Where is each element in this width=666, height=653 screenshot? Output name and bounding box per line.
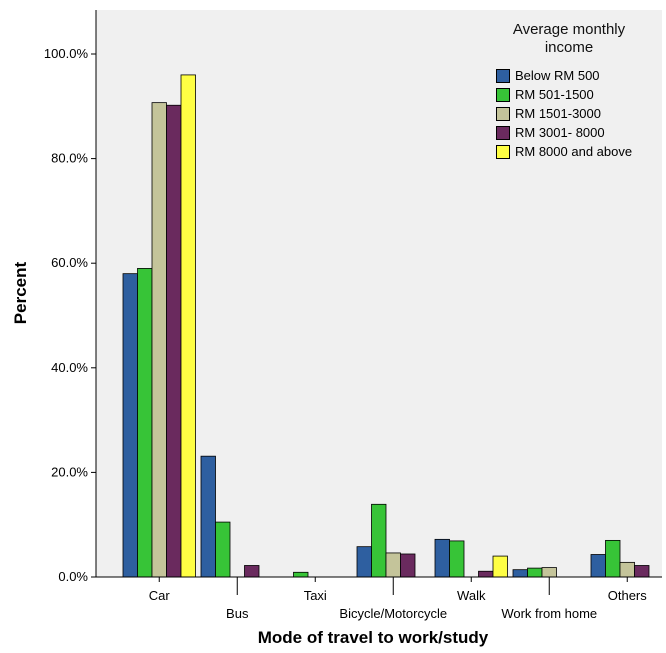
y-tick-label: 60.0% xyxy=(51,255,88,270)
y-tick-label: 20.0% xyxy=(51,464,88,479)
bar-walk-4 xyxy=(478,570,494,578)
bar-work-from-home-1 xyxy=(512,569,528,578)
bar-bus-1 xyxy=(200,455,216,578)
y-tick-label: 100.0% xyxy=(44,46,89,61)
legend-item: RM 1501-3000 xyxy=(496,104,632,123)
axes-group: 0.0% 20.0% 40.0% 60.0% 80.0% 100.0% Car Bus Taxi… xyxy=(44,10,662,621)
x-tick-label: Bicycle/Motorcycle xyxy=(339,606,447,621)
bar-bicycle-motorcycle-1 xyxy=(356,546,372,578)
bar-walk-5 xyxy=(492,555,508,578)
legend-swatch xyxy=(496,106,510,121)
bar-others-1 xyxy=(590,554,606,578)
bars-group xyxy=(122,74,650,578)
legend-swatch xyxy=(496,68,510,83)
legend-label: RM 501-1500 xyxy=(515,87,594,102)
legend: Below RM 500 RM 501-1500 RM 1501-3000 RM 30… xyxy=(496,66,632,161)
y-tick-label: 0.0% xyxy=(58,569,88,584)
bar-bus-4 xyxy=(244,565,260,578)
y-tick-label: 80.0% xyxy=(51,151,88,166)
bar-car-3 xyxy=(151,102,167,578)
y-axis-label: Percent xyxy=(11,261,30,324)
bar-others-4 xyxy=(634,565,650,578)
bar-walk-2 xyxy=(449,540,465,578)
bar-walk-1 xyxy=(434,538,450,578)
bar-work-from-home-3 xyxy=(541,567,557,578)
legend-label: Below RM 500 xyxy=(515,68,600,83)
bar-bicycle-motorcycle-2 xyxy=(371,503,387,578)
x-tick-label: Car xyxy=(149,588,171,603)
bar-taxi-2 xyxy=(293,571,309,578)
bar-car-1 xyxy=(122,273,138,578)
legend-item: Below RM 500 xyxy=(496,66,632,85)
legend-swatch xyxy=(496,125,510,140)
legend-label: RM 1501-3000 xyxy=(515,106,601,121)
legend-swatch xyxy=(496,87,510,102)
bar-others-2 xyxy=(605,539,621,578)
bar-bicycle-motorcycle-4 xyxy=(400,553,416,578)
x-tick-label: Bus xyxy=(226,606,249,621)
x-tick-label: Taxi xyxy=(304,588,327,603)
x-tick-label: Work from home xyxy=(501,606,597,621)
legend-item: RM 3001- 8000 xyxy=(496,123,632,142)
legend-label: RM 3001- 8000 xyxy=(515,125,605,140)
bar-car-4 xyxy=(166,104,182,578)
legend-title: Average monthly income xyxy=(512,21,626,56)
bar-bicycle-motorcycle-3 xyxy=(385,552,401,578)
bar-work-from-home-2 xyxy=(527,567,543,578)
legend-label: RM 8000 and above xyxy=(515,144,633,159)
bar-others-3 xyxy=(619,561,635,578)
bar-car-5 xyxy=(180,74,196,578)
x-tick-label: Walk xyxy=(457,588,486,603)
bar-bus-2 xyxy=(215,521,231,578)
y-tick-label: 40.0% xyxy=(51,360,88,375)
legend-item: RM 501-1500 xyxy=(496,85,632,104)
legend-item: RM 8000 and above xyxy=(496,142,632,161)
legend-swatch xyxy=(496,144,510,159)
bar-car-2 xyxy=(137,268,153,578)
x-tick-label: Others xyxy=(608,588,648,603)
x-axis-label: Mode of travel to work/study xyxy=(258,628,489,647)
